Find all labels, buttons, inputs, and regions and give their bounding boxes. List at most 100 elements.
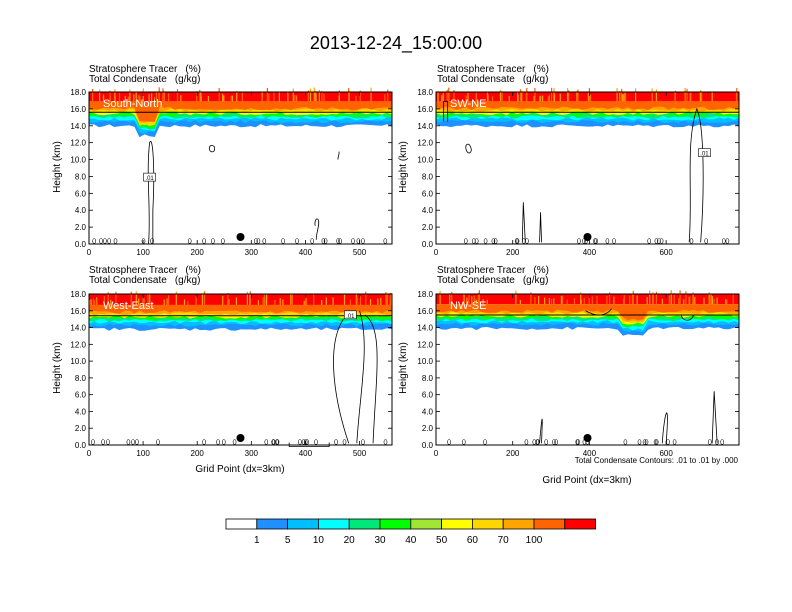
y-tick-label: 4.0 <box>422 206 434 215</box>
tracer-streak <box>725 299 727 305</box>
tracer-streak <box>321 91 323 102</box>
contour-label: .01 <box>346 314 355 320</box>
tracer-streak <box>544 297 546 305</box>
x-tick-label: 400 <box>299 449 313 458</box>
tracer-streak <box>147 294 149 305</box>
tracer-streak <box>673 293 675 304</box>
tracer-streak <box>541 95 544 102</box>
tracer-streak <box>539 96 541 102</box>
tracer-band <box>89 304 392 314</box>
tracer-streak <box>668 295 670 305</box>
panel-1-plot: .01 South-North 0.0 2.0 4.0 6.0 8.0 10.0 12.0 14.… <box>70 87 393 257</box>
tracer-streak <box>701 91 703 102</box>
panel-2-tracer-label: Stratosphere Tracer (%) <box>437 64 549 75</box>
tracer-streak <box>661 298 663 305</box>
tracer-streak <box>315 93 317 102</box>
tracer-streak <box>387 89 389 102</box>
contour-label: .01 <box>145 176 154 182</box>
colorbar-swatch <box>533 518 566 530</box>
tracer-streak <box>142 296 144 305</box>
tracer-streak <box>307 90 309 102</box>
tracer-streak <box>124 95 126 102</box>
tracer-streak <box>596 295 598 305</box>
tracer-streak <box>694 296 696 305</box>
condensate-contour <box>208 145 216 153</box>
x-tick-label: 200 <box>191 449 205 458</box>
tracer-streak <box>291 294 293 305</box>
y-tick-label: 12.0 <box>70 340 86 349</box>
y-tick-label: 2.0 <box>422 424 434 433</box>
y-tick-label: 0.0 <box>75 441 87 450</box>
tracer-streak <box>547 96 549 102</box>
tracer-streak <box>548 94 551 102</box>
colorbar-label: 5 <box>285 535 291 546</box>
y-tick-label: 16.0 <box>417 307 433 316</box>
tracer-streak <box>155 91 158 102</box>
tracer-streak <box>711 296 713 305</box>
location-marker <box>583 233 592 241</box>
y-tick-label: 12.0 <box>70 139 86 148</box>
tracer-streak <box>274 299 276 305</box>
x-tick-label: 100 <box>136 248 150 257</box>
panel-label: NW-SE <box>450 300 486 312</box>
y-tick-label: 14.0 <box>70 324 86 333</box>
y-tick-label: 16.0 <box>417 105 433 114</box>
condensate-contour <box>681 314 694 321</box>
tracer-band <box>89 104 392 123</box>
y-tick-label: 6.0 <box>422 391 434 400</box>
condensate-contour <box>539 418 543 444</box>
y-tick-label: 8.0 <box>422 374 434 383</box>
x-tick-label: 0 <box>434 248 439 257</box>
tracer-streak <box>567 88 569 102</box>
tracer-streak <box>166 298 168 305</box>
tracer-streak <box>359 296 362 305</box>
condensate-contour <box>288 442 330 447</box>
tracer-streak <box>622 298 625 304</box>
x-tick-label: 200 <box>506 248 520 257</box>
tracer-streak <box>530 292 532 305</box>
tracer-streak <box>349 299 351 305</box>
panel-4-ylabel: Height (km) <box>398 342 409 394</box>
tracer-streak <box>519 89 522 102</box>
colorbar-swatch <box>287 518 319 530</box>
tracer-streak <box>583 297 585 305</box>
tracer-streak <box>118 93 121 102</box>
tracer-streak <box>230 95 232 102</box>
tracer-streak <box>526 87 528 102</box>
tracer-streak <box>89 300 91 305</box>
tracer-streak <box>149 293 151 305</box>
y-tick-label: 6.0 <box>75 189 87 198</box>
tracer-streak <box>635 88 637 102</box>
tracer-streak <box>266 88 269 102</box>
tracer-streak <box>95 299 97 305</box>
y-tick-label: 2.0 <box>75 223 87 232</box>
y-tick-label: 18.0 <box>70 290 86 299</box>
tracer-streak <box>736 88 738 102</box>
contour-label-box <box>143 172 156 182</box>
y-tick-label: 0.0 <box>422 240 434 249</box>
colorbar-swatch <box>564 518 596 530</box>
tracer-streak <box>686 88 688 102</box>
tracer-streak <box>158 87 160 102</box>
tracer-streak <box>290 294 292 305</box>
tracer-streak <box>580 299 582 304</box>
tracer-streak <box>703 297 705 304</box>
plot-frame <box>435 91 740 245</box>
y-tick-label: 14.0 <box>417 324 433 333</box>
panel-sw-ne: Stratosphere Tracer (%) Total Condensate(… <box>398 64 740 257</box>
tracer-streak <box>163 299 165 305</box>
tracer-streak <box>246 291 248 305</box>
tracer-streak <box>201 293 203 305</box>
panel-2-condensate-label: Total Condensate (g/kg) <box>437 74 548 85</box>
tracer-streak <box>263 293 265 305</box>
tracer-streak <box>689 93 691 102</box>
y-tick-label: 10.0 <box>417 357 433 366</box>
tracer-streak <box>473 295 475 304</box>
tracer-streak <box>115 291 117 305</box>
tracer-streak <box>175 291 177 305</box>
tracer-streak <box>631 294 633 305</box>
condensate-contour <box>337 151 340 160</box>
tracer-streak <box>273 92 275 102</box>
panel-west-east: Stratosphere Tracer (%) Total Condensate(… <box>52 265 393 475</box>
tracer-streak <box>623 295 625 305</box>
